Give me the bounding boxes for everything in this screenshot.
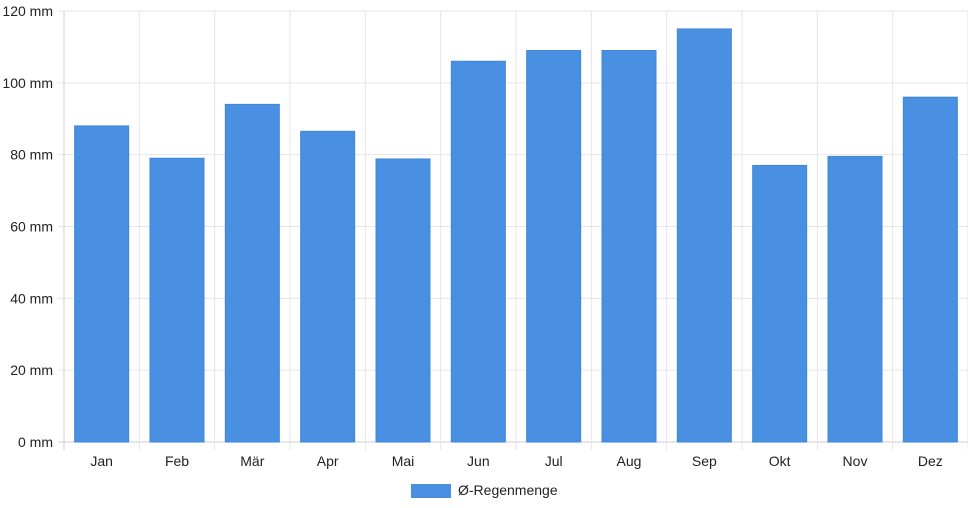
y-tick-label: 20 mm [10,362,53,378]
y-tick-label: 80 mm [10,147,53,163]
bar-jan[interactable] [74,125,130,443]
x-tick-label: Jul [545,453,563,469]
x-tick-label: Apr [317,453,339,469]
x-tick-label: Jun [467,453,490,469]
x-tick-label: Feb [165,453,189,469]
bar-mai[interactable] [375,158,431,443]
y-tick-label: 40 mm [10,290,53,306]
bar-feb[interactable] [149,157,205,443]
x-tick-label: Nov [843,453,868,469]
bar-jul[interactable] [526,50,582,443]
bar-nov[interactable] [827,155,883,443]
legend-swatch [411,484,451,498]
bar-mär[interactable] [224,103,280,443]
grid-lines [58,10,968,450]
x-tick-label: Dez [918,453,943,469]
bar-jun[interactable] [450,60,506,443]
y-axis: 0 mm 20 mm 40 mm 60 mm 80 mm 100 mm 120 mm [2,3,53,450]
x-tick-label: Okt [769,453,791,469]
legend[interactable]: Ø-Regenmenge [411,482,558,498]
bar-apr[interactable] [300,130,356,443]
bar-sep[interactable] [676,28,732,443]
x-tick-label: Mai [392,453,415,469]
x-tick-label: Mär [240,453,264,469]
x-tick-label: Sep [692,453,717,469]
bar-okt[interactable] [752,164,808,443]
bar-series [74,28,958,443]
bar-aug[interactable] [601,50,657,443]
y-tick-label: 120 mm [2,3,53,19]
x-axis: Jan Feb Mär Apr Mai Jun Jul Aug Sep Okt Nov Dez [90,453,942,469]
x-tick-label: Jan [90,453,113,469]
bar-dez[interactable] [902,96,958,443]
y-tick-label: 0 mm [18,434,53,450]
legend-label: Ø-Regenmenge [458,482,558,498]
x-tick-label: Aug [617,453,642,469]
y-tick-label: 60 mm [10,219,53,235]
y-tick-label: 100 mm [2,75,53,91]
